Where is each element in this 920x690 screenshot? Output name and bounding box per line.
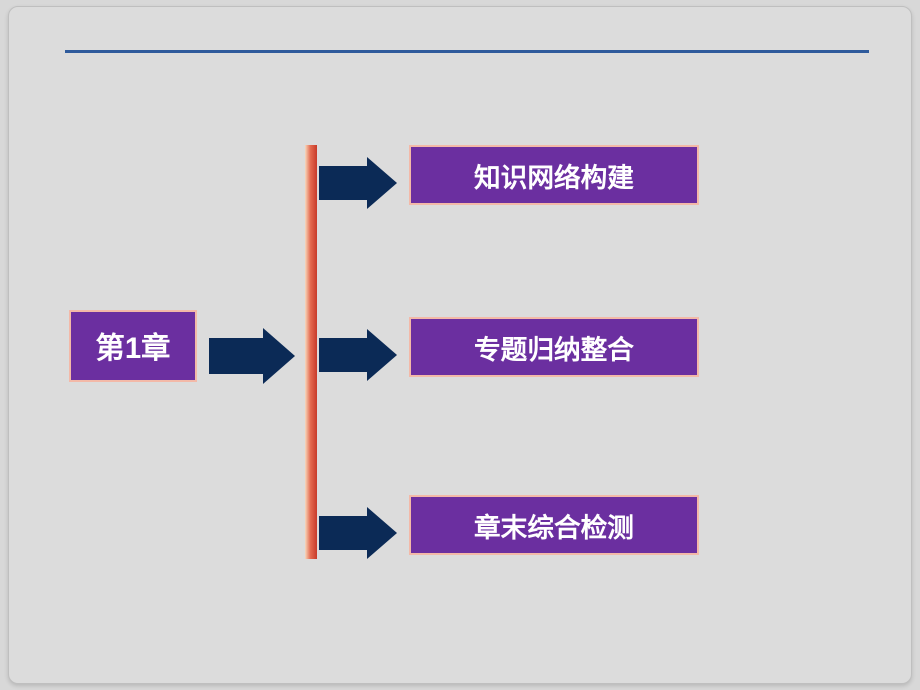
root-arrow [209,328,295,384]
chapter-root-label: 第1章 [96,325,171,367]
arrow-shaft [319,516,367,550]
arrow-shaft [319,166,367,200]
branch-node-topic-summary[interactable]: 专题归纳整合 [409,317,699,377]
arrow-shaft [319,338,367,372]
branch-arrow [319,507,397,559]
arrow-head-icon [263,328,295,384]
branch-arrow [319,157,397,209]
branch-node-knowledge-network[interactable]: 知识网络构建 [409,145,699,205]
arrow-shaft [209,338,263,374]
arrow-head-icon [367,507,397,559]
branch-arrow [319,329,397,381]
arrow-head-icon [367,157,397,209]
branch-node-chapter-test[interactable]: 章末综合检测 [409,495,699,555]
vertical-connector-bar [305,145,317,559]
branch-node-label: 章末综合检测 [474,506,634,545]
branch-node-label: 专题归纳整合 [474,328,634,367]
arrow-head-icon [367,329,397,381]
header-divider [65,50,869,53]
chapter-root-node: 第1章 [69,310,197,382]
slide-canvas: 第1章 知识网络构建专题归纳整合章末综合检测 [8,6,912,684]
branch-node-label: 知识网络构建 [474,156,634,195]
